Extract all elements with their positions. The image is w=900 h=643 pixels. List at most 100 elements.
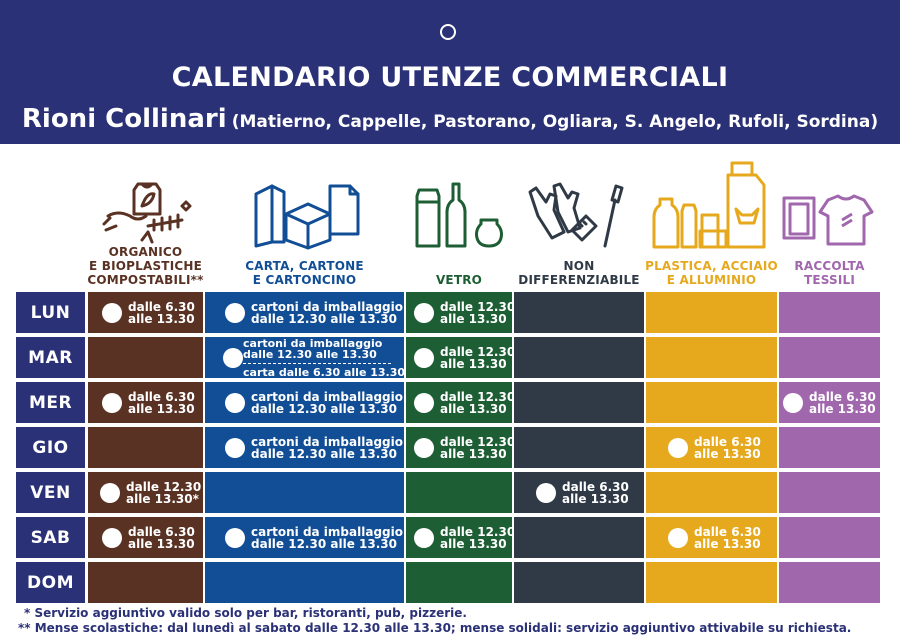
- cell-dom-plastica: [646, 562, 777, 603]
- cell-mar-tessili: [779, 337, 880, 378]
- slot-line: dalle 6.30: [562, 479, 629, 494]
- cell-gio-indifferenziato: [514, 427, 644, 468]
- time-dot-icon: [223, 347, 243, 368]
- cell-sab-vetro: dalle 12.30 alle 13.30: [406, 517, 516, 558]
- slot-line: cartoni da imballaggio: [243, 336, 383, 350]
- cell-mer-vetro: dalle 12.30 alle 13.30: [406, 382, 515, 423]
- cell-mar-indifferenziato: [514, 337, 644, 378]
- cell-gio-organico: [88, 427, 203, 468]
- slot-line: dalle 12.30: [440, 524, 516, 539]
- cell-sab-tessili: [779, 517, 880, 558]
- column-plastica-label: PLASTICA, ACCIAIO E ALLUMINIO: [640, 233, 783, 287]
- column-tessili: RACCOLTA TESSILI: [779, 147, 880, 287]
- time-dot-icon: [668, 437, 688, 458]
- organic-waste-icon: [88, 155, 203, 250]
- time-dot-icon: [102, 527, 122, 548]
- plastic-metal-containers-icon: [646, 155, 777, 250]
- day-mer: MER: [16, 382, 85, 423]
- calendar-areas: (Matierno, Cappelle, Pastorano, Ogliara,…: [231, 112, 879, 132]
- slot-line: dalle 6.30: [694, 524, 761, 539]
- slot-line: dalle 12.30 alle 13.30: [251, 311, 397, 326]
- column-non-differenziabile-label: NON DIFFERENZIABILE: [508, 233, 650, 287]
- calendar-subtitle: Rioni Collinari: [21, 104, 227, 134]
- slot-line: dalle 12.30 alle 13.30: [243, 347, 377, 361]
- column-tessili-line2: TESSILI: [803, 273, 856, 287]
- column-non-differenziabile-line2: DIFFERENZIABILE: [518, 273, 640, 287]
- slot-line: alle 13.30*: [126, 491, 199, 506]
- slot-line: dalle 6.30: [809, 389, 876, 404]
- footnote-single-star: * Servizio aggiuntivo valido solo per ba…: [24, 606, 467, 620]
- column-organico-line1: ORGANICO: [108, 245, 183, 259]
- footnote-double-star: ** Mense scolastiche: dal lunedì al saba…: [18, 621, 852, 635]
- cell-mar-organico: [88, 337, 203, 378]
- cell-mer-indifferenziato: [514, 382, 644, 423]
- time-dot-icon: [225, 302, 245, 323]
- time-dot-icon: [102, 302, 122, 323]
- day-dom: DOM: [16, 562, 85, 603]
- column-non-differenziabile-line1: NON: [563, 259, 595, 273]
- column-plastica-line2: E ALLUMINIO: [666, 273, 757, 287]
- cell-mar-carta: cartoni da imballaggio dalle 12.30 alle …: [205, 336, 405, 378]
- separator-dashed: [243, 362, 391, 364]
- glass-bottles-icon: [406, 155, 512, 250]
- slot-line: alle 13.30: [440, 401, 507, 416]
- cell-dom-vetro: [406, 562, 512, 603]
- day-mar: MAR: [16, 337, 85, 378]
- day-lun: LUN: [16, 292, 85, 333]
- slot-line: cartoni da imballaggio: [251, 434, 403, 449]
- cell-mer-tessili: dalle 6.30 alle 13.30: [779, 382, 880, 423]
- column-organico: ORGANICO E BIOPLASTICHE COMPOSTABILI**: [87, 147, 203, 287]
- hang-hole-icon: [440, 24, 456, 40]
- cell-ven-indifferenziato: dalle 6.30 alle 13.30: [514, 472, 644, 513]
- column-carta-line2: E CARTONCINO: [252, 273, 357, 287]
- slot-line: alle 13.30: [562, 491, 629, 506]
- column-carta-line1: CARTA, CARTONE: [245, 259, 364, 273]
- time-dot-icon: [414, 437, 434, 458]
- column-vetro-label: VETRO: [400, 233, 518, 287]
- slot-line: dalle 12.30: [126, 479, 202, 494]
- time-dot-icon: [102, 392, 122, 413]
- time-dot-icon: [783, 392, 803, 413]
- cell-ven-vetro: [406, 472, 512, 513]
- cell-dom-tessili: [779, 562, 880, 603]
- cell-gio-carta: cartoni da imballaggio dalle 12.30 alle 1…: [205, 427, 404, 468]
- cell-mar-plastica: [646, 337, 777, 378]
- slot-line: dalle 6.30: [128, 389, 195, 404]
- slot-line: alle 13.30: [440, 536, 507, 551]
- time-dot-icon: [414, 347, 434, 368]
- slot-line: dalle 6.30: [694, 434, 761, 449]
- slot-line: alle 13.30: [128, 401, 195, 416]
- calendar-header: CALENDARIO UTENZE COMMERCIALI Rioni Coll…: [0, 0, 900, 144]
- time-dot-icon: [414, 302, 434, 323]
- slot-line: dalle 12.30 alle 13.30: [251, 401, 397, 416]
- cell-mer-organico: dalle 6.30 alle 13.30: [88, 382, 203, 423]
- cell-mar-vetro: dalle 12.30 alle 13.30: [406, 337, 516, 378]
- cell-dom-carta: [205, 562, 404, 603]
- cell-dom-indifferenziato: [514, 562, 644, 603]
- column-plastica-line1: PLASTICA, ACCIAIO: [645, 259, 778, 273]
- cell-lun-indifferenziato: [514, 292, 644, 333]
- slot-line: dalle 12.30 alle 13.30: [251, 446, 397, 461]
- textile-clothes-icon: [779, 155, 880, 250]
- slot-line: alle 13.30: [694, 446, 761, 461]
- slot-line: cartoni da imballaggio: [251, 524, 403, 539]
- day-gio: GIO: [16, 427, 85, 468]
- slot-line: cartoni da imballaggio: [251, 299, 403, 314]
- column-carta-label: CARTA, CARTONE E CARTONCINO: [199, 233, 410, 287]
- slot-line: dalle 6.30: [128, 299, 195, 314]
- slot-line: alle 13.30: [128, 536, 195, 551]
- slot-line: dalle 12.30 alle 13.30: [251, 536, 397, 551]
- cell-ven-carta: [205, 472, 404, 513]
- calendar-title: CALENDARIO UTENZE COMMERCIALI: [171, 62, 729, 93]
- calendar-subtitle-line: Rioni Collinari (Matierno, Cappelle, Pas…: [0, 104, 900, 134]
- cell-lun-carta: cartoni da imballaggio dalle 12.30 alle 1…: [205, 292, 404, 333]
- time-dot-icon: [536, 482, 556, 503]
- time-dot-icon: [225, 527, 245, 548]
- cell-ven-plastica: [646, 472, 777, 513]
- slot-line: dalle 6.30: [128, 524, 195, 539]
- cell-ven-tessili: [779, 472, 880, 513]
- cell-lun-vetro: dalle 12.30 alle 13.30: [406, 292, 515, 333]
- cell-mer-plastica: [646, 382, 777, 423]
- slot-line: alle 13.30: [694, 536, 761, 551]
- slot-line: dalle 12.30: [440, 344, 516, 359]
